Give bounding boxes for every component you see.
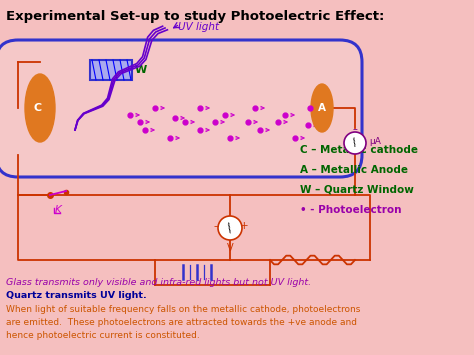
Text: • - Photoelectron: • - Photoelectron bbox=[300, 205, 401, 215]
Bar bbox=[90, 60, 132, 80]
Text: hence photoelectric current is constituted.: hence photoelectric current is constitut… bbox=[6, 331, 200, 340]
Text: When light of suitable frequency falls on the metallic cathode, photoelectrons: When light of suitable frequency falls o… bbox=[6, 305, 360, 314]
Text: are emitted.  These photoelectrons are attracted towards the +ve anode and: are emitted. These photoelectrons are at… bbox=[6, 318, 357, 327]
Text: –: – bbox=[353, 124, 357, 134]
Text: A – Metallic Anode: A – Metallic Anode bbox=[300, 165, 408, 175]
Text: /: / bbox=[226, 221, 235, 235]
Text: Glass transmits only visible and infra-red lights but not UV light.: Glass transmits only visible and infra-r… bbox=[6, 278, 311, 287]
Text: UV light: UV light bbox=[178, 22, 219, 32]
Text: K: K bbox=[55, 205, 61, 215]
Text: Quartz transmits UV light.: Quartz transmits UV light. bbox=[6, 291, 147, 300]
Text: –: – bbox=[213, 221, 219, 231]
FancyBboxPatch shape bbox=[0, 40, 362, 177]
Text: Experimental Set-up to study Photoelectric Effect:: Experimental Set-up to study Photoelectr… bbox=[6, 10, 384, 23]
Text: C – Metallic cathode: C – Metallic cathode bbox=[300, 145, 418, 155]
Ellipse shape bbox=[25, 74, 55, 142]
Text: W – Quartz Window: W – Quartz Window bbox=[300, 185, 414, 195]
Text: +: + bbox=[240, 221, 248, 231]
Text: V: V bbox=[227, 243, 233, 253]
Circle shape bbox=[344, 132, 366, 154]
Circle shape bbox=[218, 216, 242, 240]
Text: μA: μA bbox=[369, 137, 381, 146]
Ellipse shape bbox=[311, 84, 333, 132]
Text: W: W bbox=[135, 65, 147, 75]
Text: /: / bbox=[351, 138, 359, 148]
Text: C: C bbox=[34, 103, 42, 113]
Text: A: A bbox=[318, 103, 326, 113]
